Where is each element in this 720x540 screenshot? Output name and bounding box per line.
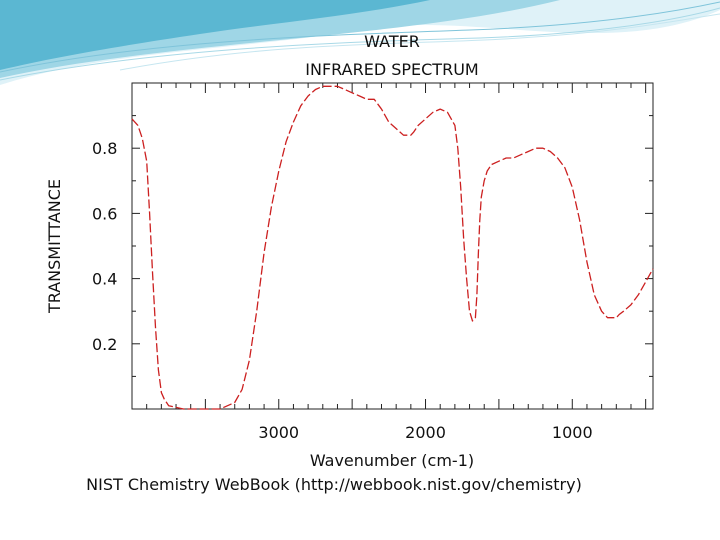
y-tick-label: 0.4 [92,270,117,289]
x-axis-label: Wavenumber (cm-1) [310,451,474,470]
plot-frame [131,82,654,410]
wave-line-3 [119,13,720,71]
y-axis-tick-labels: 0.2 0.4 0.6 0.8 [92,139,117,354]
wave-line-2 [0,7,720,81]
y-tick-label: 0.8 [92,139,117,158]
chart-subtitle: INFRARED SPECTRUM [305,60,478,79]
y-tick-label: 0.6 [92,204,117,223]
source-footer: NIST Chemistry WebBook (http://webbook.n… [86,475,582,494]
wave-band-dark [0,0,430,70]
x-tick-label: 3000 [258,423,299,442]
x-axis-tick-labels: 3000 2000 1000 [258,423,592,442]
y-axis-label: TRANSMITTANCE [45,179,64,314]
y-axis-ticks [132,82,653,377]
series-line-water [131,85,654,410]
wave-line-1 [0,1,720,73]
y-tick-label: 0.2 [92,335,117,354]
chart-title: WATER [364,32,420,51]
x-tick-label: 2000 [405,423,446,442]
x-tick-label: 1000 [552,423,593,442]
x-axis-ticks [146,83,647,409]
